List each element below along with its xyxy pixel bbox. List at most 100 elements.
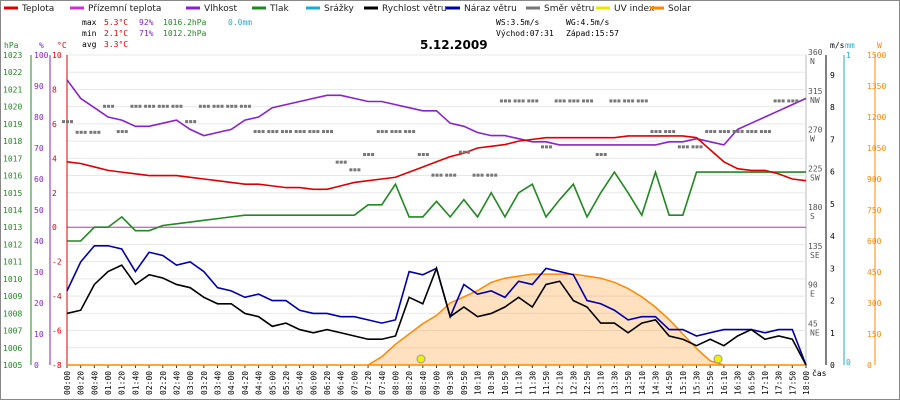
pressure-tick-label: 1017 [3, 154, 22, 163]
x-tick-label: 09:30 [446, 371, 455, 395]
wind-direction-point [439, 173, 443, 177]
series-rychlost-vetru [66, 264, 807, 366]
wind-direction-point [654, 130, 658, 134]
wind-direction-point [590, 99, 594, 103]
wind-direction-point [134, 104, 138, 108]
wind-direction-point [335, 160, 339, 164]
x-tick-label: 15:30 [693, 371, 702, 395]
stat-value: WG:4.5m/s [566, 18, 610, 27]
wind-direction-point [206, 104, 210, 108]
wind-direction-point [343, 160, 347, 164]
wind-direction-point [417, 153, 421, 157]
wind-direction-point [613, 99, 617, 103]
wind-direction-point [339, 160, 343, 164]
wind-direction-point [609, 99, 613, 103]
wind-direction-point [736, 130, 740, 134]
x-tick-label: 10:10 [474, 371, 483, 395]
wind-direction-point [216, 104, 220, 108]
wind-direction-point [404, 130, 408, 134]
pressure-tick-label: 1006 [3, 344, 22, 353]
wind-direction-point [599, 153, 603, 157]
wind-direction-point [726, 130, 730, 134]
wind-direction-point [390, 130, 394, 134]
humidity-tick-label: 50 [34, 206, 44, 215]
x-tick-label: 04:20 [241, 371, 250, 395]
wind-direction-point [458, 150, 462, 154]
wind-direction-point [243, 104, 247, 108]
wind-direction-point [763, 130, 767, 134]
legend-label: UV index [614, 4, 655, 14]
direction-tick-label: 315 [808, 87, 823, 96]
wind-direction-point [322, 130, 326, 134]
temperature-tick-label: -4 [52, 292, 62, 301]
x-tick-label: 14:50 [665, 371, 674, 395]
legend-label: Teplota [21, 4, 54, 14]
wind-tick-label: 4 [830, 232, 835, 241]
legend-label: Vlhkost [204, 4, 237, 14]
pressure-tick-label: 1016 [3, 172, 22, 181]
wind-direction-point [226, 104, 230, 108]
direction-tick-label: SW [810, 173, 820, 182]
stat-value: 5.3°C [104, 18, 128, 27]
series-vlhkost [66, 79, 807, 146]
temperature-tick-label: 6 [52, 120, 57, 129]
x-tick-label: 14:30 [651, 371, 660, 395]
sunset-marker [713, 354, 723, 364]
wind-direction-point [631, 99, 635, 103]
humidity-tick-label: 60 [34, 175, 44, 184]
wind-direction-point [157, 104, 161, 108]
legend-label: Rychlost větru [382, 4, 447, 14]
wind-direction-point [275, 130, 279, 134]
wind-direction-point [672, 130, 676, 134]
wind-direction-point [449, 173, 453, 177]
wind-direction-point [548, 145, 552, 149]
pressure-tick-label: 1010 [3, 275, 22, 284]
pressure-tick-label: 1005 [3, 361, 22, 370]
direction-tick-label: N [810, 57, 815, 66]
x-tick-label: 09:50 [460, 371, 469, 395]
x-axis-label: čas [812, 368, 827, 378]
series-solar [67, 273, 806, 366]
wind-direction-point [431, 173, 435, 177]
wind-direction-point [513, 99, 517, 103]
x-tick-label: 11:50 [542, 371, 551, 395]
wind-direction-point [540, 145, 544, 149]
x-tick-label: 10:30 [487, 371, 496, 395]
solar-tick-label: 450 [867, 268, 882, 277]
wind-direction-point [267, 130, 271, 134]
wind-direction-point [171, 104, 175, 108]
wind-direction-point [165, 104, 169, 108]
humidity-tick-label: 0 [34, 361, 39, 370]
wind-direction-point [636, 99, 640, 103]
wind-direction-point [376, 130, 380, 134]
direction-tick-label: 90 [808, 281, 818, 290]
wind-tick-label: 9 [830, 71, 835, 80]
x-tick-label: 07:20 [364, 371, 373, 395]
temperature-tick-label: -2 [52, 258, 62, 267]
x-tick-label: 16:10 [720, 371, 729, 395]
wind-direction-point [349, 168, 353, 172]
x-tick-label: 16:30 [734, 371, 743, 395]
pressure-tick-label: 1021 [3, 85, 22, 94]
wind-direction-point [198, 104, 202, 108]
wind-direction-point [120, 130, 124, 134]
x-tick-label: 06:40 [337, 371, 346, 395]
wind-direction-point [677, 145, 681, 149]
wind-direction-point [79, 130, 83, 134]
wind-direction-point [326, 130, 330, 134]
pressure-tick-label: 1008 [3, 309, 22, 318]
pressure-tick-label: 1011 [3, 258, 22, 267]
wind-direction-point [668, 130, 672, 134]
wind-tick-label: 2 [830, 297, 835, 306]
wind-direction-point [476, 173, 480, 177]
wind-direction-point [582, 99, 586, 103]
wind-direction-point [466, 150, 470, 154]
wind-direction-point [138, 104, 142, 108]
wind-direction-point [791, 99, 795, 103]
humidity-tick-label: 10 [34, 330, 44, 339]
chart-title: 5.12.2009 [420, 38, 488, 52]
wind-direction-point [623, 99, 627, 103]
wind-direction-point [472, 173, 476, 177]
pressure-tick-label: 1023 [3, 51, 22, 60]
